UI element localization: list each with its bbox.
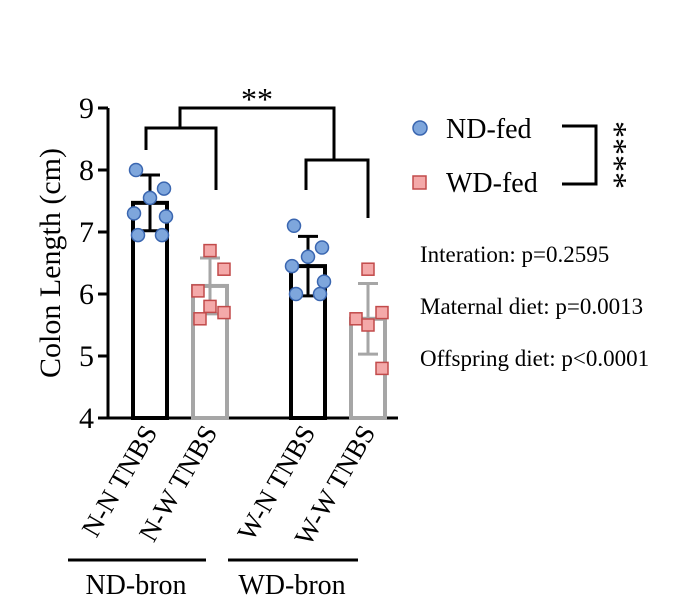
y-tick-label: 5 (79, 340, 94, 373)
legend-layer: ND-fed WD-fed **** (412, 114, 633, 199)
stats-annotation: Offspring diet: p<0.0001 (420, 346, 649, 371)
group-label: ND-bron (85, 570, 186, 601)
y-tick-label: 8 (79, 154, 94, 187)
legend-label: ND-fed (446, 114, 532, 145)
data-point (128, 162, 144, 178)
data-point (217, 262, 231, 276)
point-layer (126, 162, 389, 376)
data-point (203, 243, 217, 258)
group-label: WD-bron (238, 570, 345, 601)
y-tick-label: 9 (79, 92, 94, 125)
data-point (217, 305, 231, 320)
y-axis-title: Colon Length (cm) (34, 148, 67, 378)
data-point (158, 209, 174, 224)
legend-square-marker (412, 175, 427, 190)
data-point (156, 181, 172, 196)
bracket-wd-bron (304, 158, 370, 218)
data-point (203, 299, 217, 314)
y-tick-label: 7 (79, 216, 94, 249)
stats-annotation: Interation: p=0.2595 (420, 242, 609, 267)
data-point (193, 312, 207, 326)
data-point (284, 258, 300, 274)
data-point (361, 262, 375, 276)
y-tick-label: 4 (79, 402, 94, 435)
data-point (300, 249, 316, 265)
data-point (375, 361, 389, 376)
bracket-layer: ** (144, 81, 370, 218)
data-point (286, 218, 302, 234)
data-point (191, 284, 205, 298)
data-point (316, 274, 332, 289)
annotation-layer: Interation: p=0.2595 Maternal diet: p=0.0… (420, 242, 649, 371)
bracket-offspring-diet (562, 124, 598, 186)
data-point (154, 227, 170, 243)
data-point (375, 305, 389, 320)
legend-circle-marker (412, 120, 428, 136)
data-point (361, 318, 375, 332)
significance-offspring: **** (596, 121, 633, 189)
data-point (314, 240, 330, 255)
bracket-maternal-diet (178, 106, 336, 160)
significance-maternal: ** (241, 81, 273, 117)
bracket-nd-bron (144, 126, 218, 190)
data-point (142, 190, 158, 206)
data-point (126, 206, 142, 221)
data-point (288, 286, 304, 302)
data-point (130, 227, 146, 243)
stats-annotation: Maternal diet: p=0.0013 (420, 294, 643, 319)
data-point (312, 286, 328, 302)
legend-label: WD-fed (446, 168, 538, 199)
data-point (349, 312, 363, 326)
y-tick-label: 6 (79, 278, 94, 311)
